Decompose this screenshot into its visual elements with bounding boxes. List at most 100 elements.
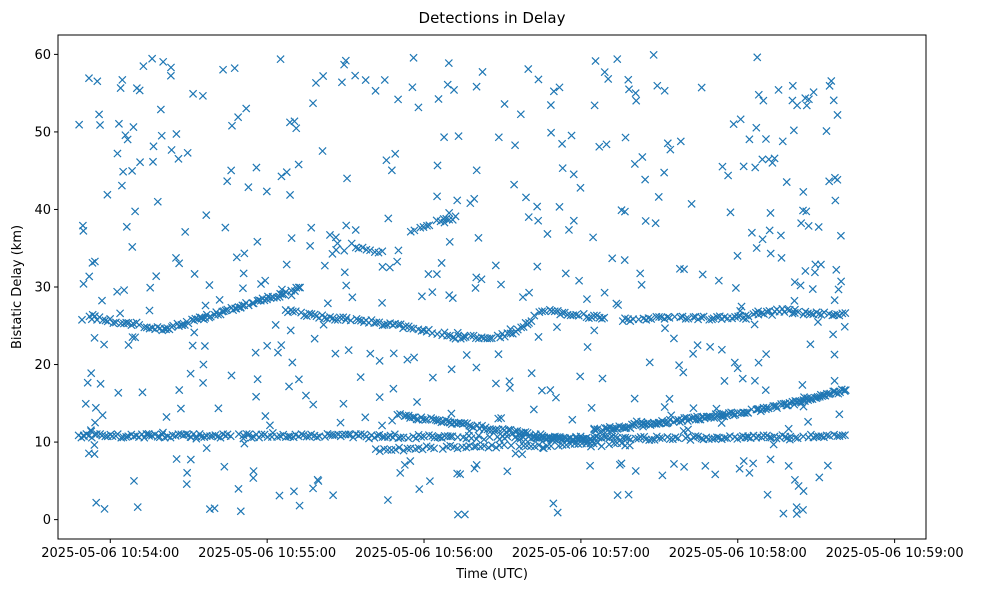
detection-point [294, 375, 303, 384]
detection-point [620, 314, 630, 323]
detection-point [117, 181, 126, 190]
detection-point [338, 430, 347, 439]
detection-point [113, 149, 122, 158]
detection-point [649, 50, 658, 59]
detection-point [286, 326, 295, 335]
detection-point [113, 287, 122, 296]
detection-point [128, 242, 137, 251]
detection-point [190, 269, 199, 278]
detection-point [247, 433, 256, 442]
detection-point [480, 441, 489, 450]
detection-point [617, 439, 626, 448]
detection-point [432, 270, 441, 279]
detection-point [435, 433, 444, 442]
detection-point [729, 411, 738, 420]
detection-point [556, 434, 565, 443]
detection-point [830, 376, 839, 385]
detection-point [586, 439, 595, 448]
detection-point [485, 334, 494, 343]
detection-point [808, 285, 817, 294]
detection-point [800, 393, 809, 402]
detection-point [505, 383, 514, 392]
detection-point [600, 288, 609, 297]
detection-point [740, 408, 749, 417]
detection-point [636, 433, 645, 442]
detection-point [689, 349, 698, 358]
detection-point [595, 142, 604, 151]
detection-point [236, 507, 245, 516]
detection-point [714, 276, 723, 285]
detection-point [144, 429, 153, 438]
detection-point [356, 373, 365, 382]
detection-point [738, 374, 747, 383]
detection-point [249, 299, 258, 308]
detection-point [417, 292, 426, 301]
data-points [74, 50, 850, 519]
detection-point [569, 170, 578, 179]
detection-point [537, 386, 546, 395]
detection-point [793, 101, 802, 110]
detection-point [814, 310, 823, 319]
detection-point [128, 333, 137, 342]
detection-point [239, 269, 248, 278]
detection-point [149, 142, 158, 151]
detection-point [809, 88, 818, 97]
detection-point [834, 285, 843, 294]
detection-point [122, 222, 131, 231]
detection-point [409, 53, 418, 62]
detection-point [766, 208, 775, 217]
detection-point [766, 249, 775, 258]
detection-point [754, 358, 763, 367]
detection-point [138, 388, 147, 397]
detection-point [507, 441, 516, 450]
detection-point [108, 432, 117, 441]
detection-point [366, 246, 375, 255]
detection-point [166, 71, 175, 80]
detection-point [287, 291, 296, 300]
detection-point [749, 459, 758, 468]
detection-point [354, 316, 363, 325]
detection-point [412, 434, 421, 443]
detection-point [823, 461, 832, 470]
detection-point [190, 328, 199, 337]
x-tick-label: 2025-05-06 10:59:00 [826, 546, 964, 561]
detection-point [262, 187, 271, 196]
detection-point [713, 312, 722, 321]
detection-point [569, 216, 578, 225]
detection-point [720, 433, 729, 443]
detection-point [766, 455, 775, 464]
detection-point [340, 268, 349, 277]
detection-point [319, 320, 328, 329]
detection-point [100, 340, 109, 349]
detection-point [351, 225, 360, 235]
detection-point [840, 431, 850, 440]
detection-point [296, 283, 305, 292]
detection-point [830, 173, 839, 182]
detection-point [88, 258, 97, 267]
detection-point [114, 119, 123, 128]
detection-point [79, 226, 88, 235]
detection-point [572, 310, 581, 319]
detection-point [337, 78, 346, 87]
detection-point [323, 429, 332, 438]
detection-point [175, 259, 184, 268]
detection-point [564, 225, 573, 234]
detection-point [590, 326, 599, 335]
detection-point [825, 177, 834, 186]
detection-point [590, 101, 599, 110]
detection-point [79, 279, 88, 288]
detection-point [131, 333, 140, 342]
detection-point [730, 358, 739, 367]
detection-point [790, 278, 799, 287]
detection-point [111, 318, 120, 327]
detection-point [343, 174, 352, 183]
detection-point [340, 246, 349, 255]
detection-point [790, 296, 799, 305]
detection-point [198, 91, 207, 100]
detection-point [754, 307, 763, 316]
detection-point [378, 262, 387, 271]
detection-point [830, 296, 839, 305]
detection-point [822, 127, 831, 136]
detection-point [736, 115, 745, 124]
detection-point [625, 441, 634, 450]
